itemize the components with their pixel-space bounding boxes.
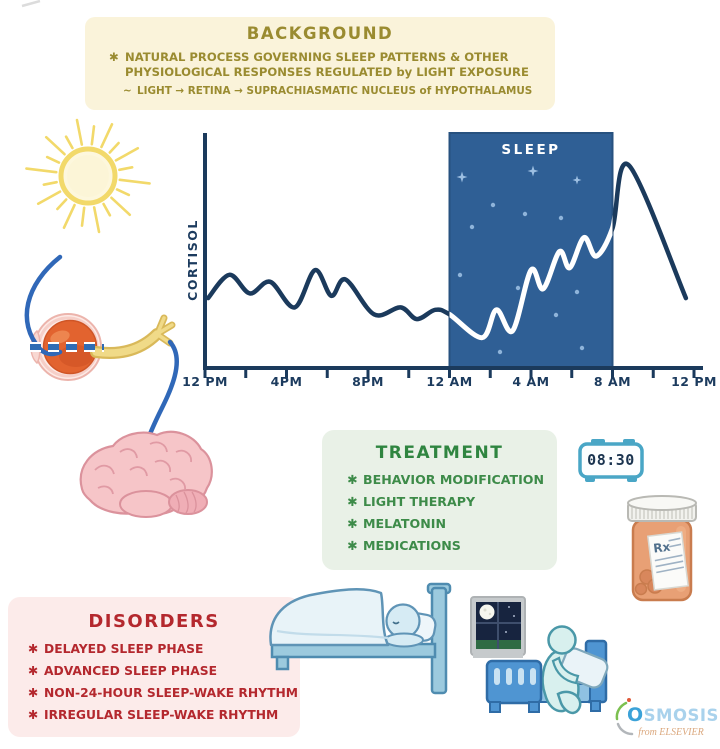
treatment-item: ✱ MELATONIN: [347, 516, 446, 531]
optic-nerve-icon: [90, 328, 163, 359]
disorders-item: ✱ NON-24-HOUR SLEEP-WAKE RHYTHM: [28, 686, 298, 700]
tilde-bullet-icon: ~: [123, 85, 132, 97]
cortisol-curve-night: [449, 215, 613, 341]
asterisk-bullet-icon: ✱: [347, 472, 358, 487]
asterisk-bullet-icon: ✱: [28, 686, 39, 700]
rx-label: Rx: [647, 531, 689, 591]
elsevier-tagline: from ELSEVIER: [638, 727, 704, 738]
arm: [551, 656, 580, 685]
treatment-item: ✱ MEDICATIONS: [347, 538, 461, 553]
disorders-item: ✱ DELAYED SLEEP PHASE: [28, 642, 204, 656]
background-item: ✱ NATURAL PROCESS GOVERNING SLEEP PATTER…: [109, 50, 529, 79]
background-title: BACKGROUND: [246, 24, 394, 43]
background-subitem: ~ LIGHT → RETINA → SUPRACHIASMATIC NUCLE…: [123, 85, 533, 97]
chart-axes: [203, 133, 703, 370]
clock-time-display: 08:30: [587, 451, 635, 469]
cortisol-curve: [205, 161, 689, 340]
x-tick-label: 12 AM: [426, 374, 473, 389]
eye-retina-icon: [24, 254, 180, 492]
asterisk-bullet-icon: ✱: [347, 538, 358, 553]
disorders-title: DISORDERS: [88, 611, 220, 632]
light-ray-icon: [24, 254, 63, 357]
asterisk-bullet-icon: ✱: [347, 494, 358, 509]
medication-bottle-icon: Rx: [627, 495, 697, 602]
bottle-cap: [627, 501, 697, 522]
asterisk-bullet-icon: ✱: [109, 50, 119, 64]
cortisol-chart: [203, 132, 703, 378]
footboard: [485, 659, 543, 705]
x-tick-label: 8PM: [352, 374, 384, 389]
asterisk-bullet-icon: ✱: [347, 516, 358, 531]
sleep-band-label: SLEEP: [501, 142, 561, 158]
disorders-section: DISORDERS ✱ DELAYED SLEEP PHASE ✱ ADVANCED…: [8, 597, 300, 737]
x-tick-label: 4 AM: [512, 374, 550, 389]
person-sitting-on-bed-icon: [485, 625, 609, 715]
sleep-band: [448, 132, 614, 369]
y-axis-label: CORTISOL: [185, 219, 200, 301]
x-tick-label: 8 AM: [593, 374, 632, 389]
asterisk-bullet-icon: ✱: [28, 664, 39, 678]
osmosis-wordmark: OSMOSIS: [627, 704, 719, 726]
headboard: [430, 586, 448, 695]
brain-icon: [79, 430, 213, 518]
treatment-item: ✱ LIGHT THERAPY: [347, 494, 476, 509]
rx-text: Rx: [653, 540, 672, 556]
sleeping-head: [385, 603, 421, 639]
head: [547, 625, 577, 655]
asterisk-bullet-icon: ✱: [28, 708, 39, 722]
treatment-item: ✱ BEHAVIOR MODIFICATION: [347, 472, 545, 487]
background-section: BACKGROUND ✱ NATURAL PROCESS GOVERNING S…: [85, 17, 555, 110]
pillow: [559, 647, 609, 689]
treatment-section: TREATMENT ✱ BEHAVIOR MODIFICATION ✱ LIGHT …: [322, 430, 557, 570]
nerve-signal-path-icon: [136, 339, 180, 492]
night-window-icon: [470, 596, 526, 658]
person-body: [541, 649, 581, 713]
pillow: [393, 610, 437, 642]
night-stars-icon: [456, 165, 585, 355]
treatment-title: TREATMENT: [375, 443, 504, 463]
x-tick-label: 12 PM: [182, 374, 228, 389]
moon-icon: [479, 604, 495, 620]
x-tick-label: 12 PM: [671, 374, 717, 389]
disorders-item: ✱ ADVANCED SLEEP PHASE: [28, 664, 217, 678]
disorders-item: ✱ IRREGULAR SLEEP-WAKE RHYTHM: [28, 708, 279, 722]
asterisk-bullet-icon: ✱: [28, 642, 39, 656]
grass: [476, 640, 521, 649]
sun-icon: [25, 118, 151, 234]
x-tick-label: 4PM: [270, 374, 303, 389]
corner-artifact: [21, 0, 41, 8]
